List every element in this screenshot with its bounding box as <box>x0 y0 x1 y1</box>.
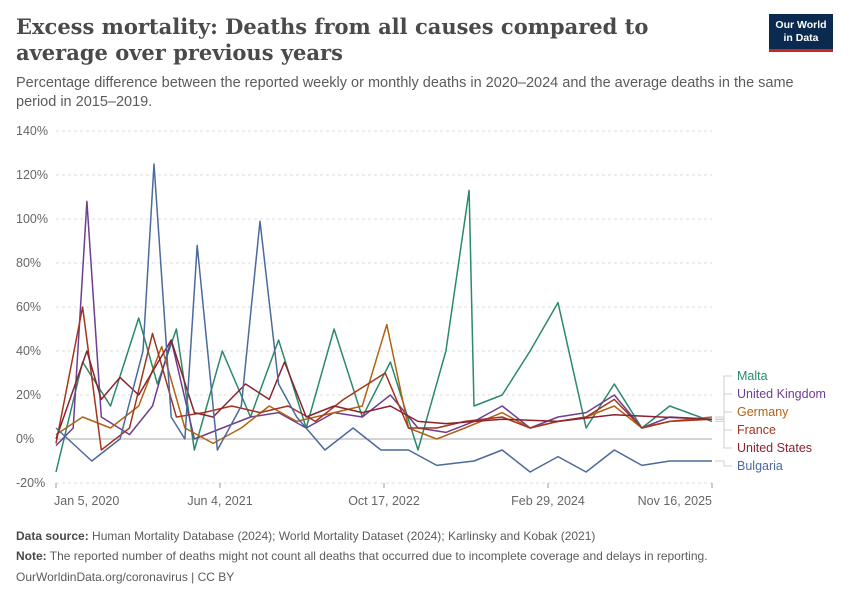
excess-mortality-chart[interactable]: -20% 0% 20% 40% 60% 80% 100% 120% 140% Jan 5, 202… <box>0 118 850 518</box>
y-tick-label: 60% <box>16 300 41 314</box>
data-source-label: Data source: <box>16 529 89 543</box>
legend-label-malta[interactable]: Malta <box>737 369 768 383</box>
chart-title: Excess mortality: Deaths from all causes… <box>16 14 649 65</box>
chart-note: Note: The reported number of deaths migh… <box>16 549 836 563</box>
credit-line[interactable]: OurWorldinData.org/coronavirus | CC BY <box>16 570 235 584</box>
logo-line-2: in Data <box>783 32 819 44</box>
owid-logo[interactable]: Our World in Data <box>769 14 833 52</box>
x-tick-label: Jan 5, 2020 <box>54 494 119 508</box>
chart-subtitle: Percentage difference between the report… <box>16 75 794 110</box>
data-source-text: Human Mortality Database (2024); World M… <box>92 529 596 543</box>
legend-connector <box>715 418 732 449</box>
legend-label-germany[interactable]: Germany <box>737 405 789 419</box>
y-tick-label: 80% <box>16 256 41 270</box>
legend-label-bulgaria[interactable]: Bulgaria <box>737 459 783 473</box>
series-line-malta <box>55 189 713 473</box>
y-tick-label: 40% <box>16 344 41 358</box>
series-line-united-kingdom <box>55 200 713 447</box>
x-tick-label: Oct 17, 2022 <box>348 494 420 508</box>
y-tick-label: 120% <box>16 168 48 182</box>
logo-line-1: Our World <box>775 19 827 31</box>
series-line-germany <box>55 323 713 445</box>
x-tick-label: Nov 16, 2025 <box>638 494 712 508</box>
y-tick-label: -20% <box>16 476 45 490</box>
y-tick-label: 140% <box>16 124 48 138</box>
legend-label-france[interactable]: France <box>737 423 776 437</box>
legend-label-united-kingdom[interactable]: United Kingdom <box>737 387 826 401</box>
series-line-france <box>55 306 713 451</box>
legend-connector <box>715 411 732 418</box>
note-label: Note: <box>16 549 47 563</box>
note-text: The reported number of deaths might not … <box>49 549 708 563</box>
x-tick-label: Feb 29, 2024 <box>511 494 585 508</box>
y-tick-label: 100% <box>16 212 48 226</box>
y-tick-label: 20% <box>16 388 41 402</box>
series-line-united-states <box>55 339 713 440</box>
legend-connector <box>715 460 732 467</box>
legend-label-united-states[interactable]: United States <box>737 441 812 455</box>
x-tick-label: Jun 4, 2021 <box>187 494 252 508</box>
y-tick-label: 0% <box>16 432 34 446</box>
data-source: Data source: Human Mortality Database (2… <box>16 529 836 543</box>
series-line-bulgaria <box>55 163 712 473</box>
